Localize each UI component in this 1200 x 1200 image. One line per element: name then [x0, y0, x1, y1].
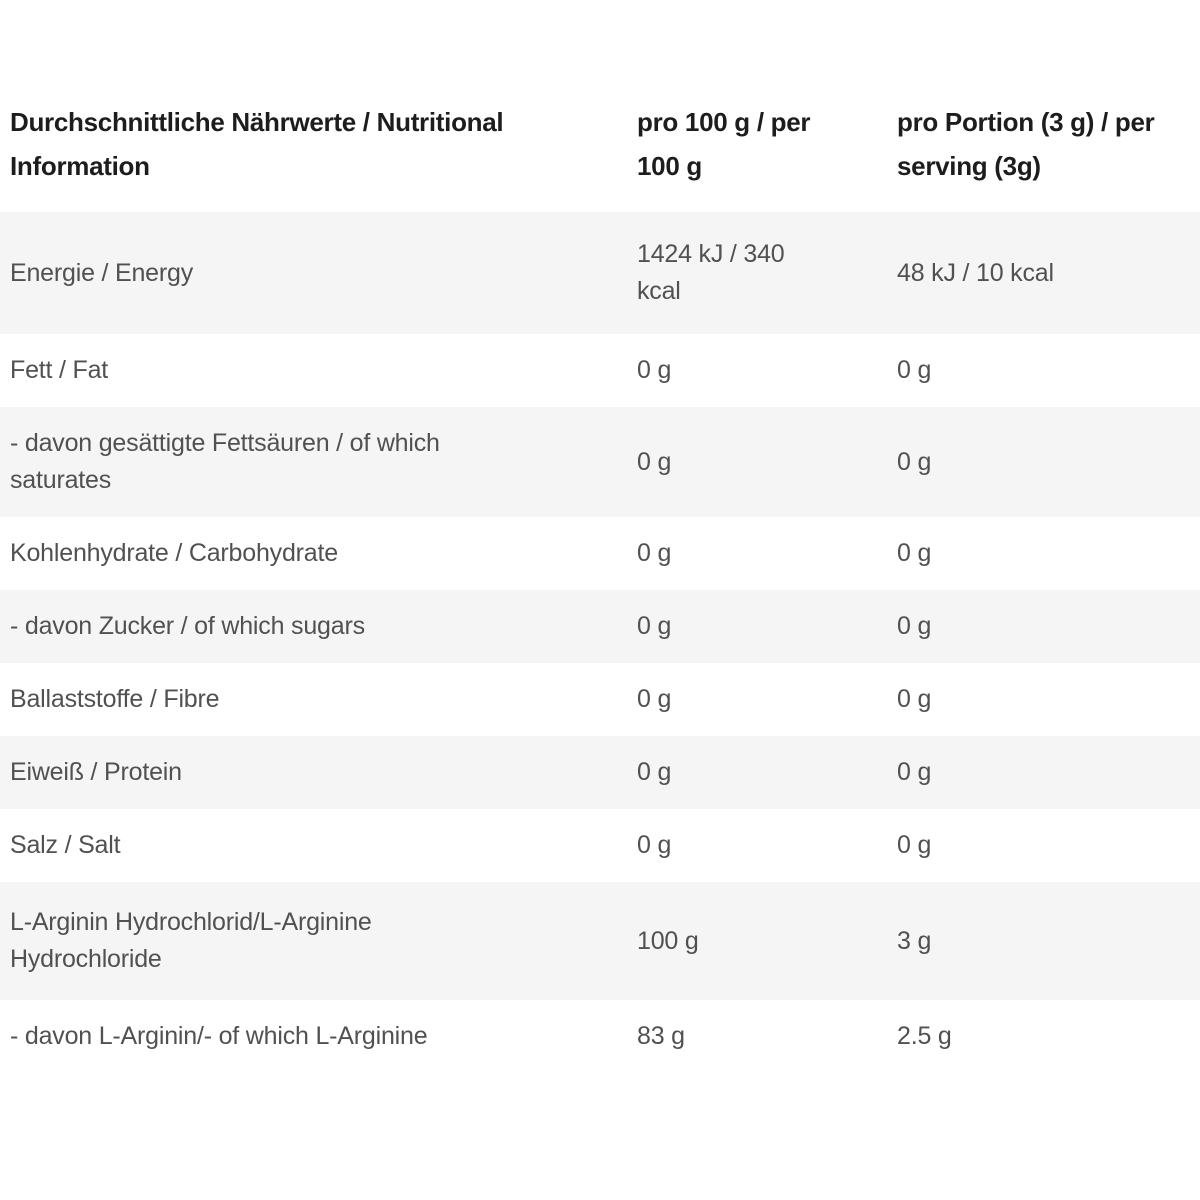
per-100g-value: 0 g	[637, 539, 672, 567]
nutrient-label: - davon L-Arginin/- of which L-Arginine	[10, 1022, 428, 1050]
table-row-fibre: Ballaststoffe / Fibre 0 g 0 g	[0, 663, 1200, 736]
nutrient-label: - davon gesättigte Fettsäuren / of which…	[10, 429, 440, 494]
nutrient-label: Fett / Fat	[10, 356, 109, 384]
header-per-100g-column: pro 100 g / per 100 g	[637, 107, 811, 181]
nutrient-label: Eiweiß / Protein	[10, 758, 182, 786]
header-per-serving-column: pro Portion (3 g) / per serving (3g)	[897, 107, 1155, 181]
table-row-arginine-hydrochloride: L-Arginin Hydrochlorid/L-Arginine Hydroc…	[0, 882, 1200, 1000]
per-100g-value: 0 g	[637, 447, 672, 476]
nutrient-label: Kohlenhydrate / Carbohydrate	[10, 539, 338, 567]
per-100g-value: 0 g	[637, 356, 672, 384]
nutrient-label: - davon Zucker / of which sugars	[10, 612, 365, 640]
table-row-salt: Salz / Salt 0 g 0 g	[0, 809, 1200, 882]
table-row-sugars: - davon Zucker / of which sugars 0 g 0 g	[0, 590, 1200, 663]
per-serving-value: 3 g	[897, 926, 932, 955]
per-serving-value: 0 g	[897, 447, 932, 476]
per-serving-value: 2.5 g	[897, 1022, 952, 1050]
header-nutrient-column: Durchschnittliche Nährwerte / Nutritiona…	[10, 107, 504, 181]
per-serving-value: 0 g	[897, 831, 932, 859]
table-header-row: Durchschnittliche Nährwerte / Nutritiona…	[0, 88, 1200, 212]
per-serving-value: 0 g	[897, 356, 932, 384]
nutrition-table: Durchschnittliche Nährwerte / Nutritiona…	[0, 88, 1200, 1073]
per-serving-value: 0 g	[897, 612, 932, 640]
table-row-arginine: - davon L-Arginin/- of which L-Arginine …	[0, 1000, 1200, 1073]
per-serving-value: 48 kJ / 10 kcal	[897, 258, 1054, 287]
per-serving-value: 0 g	[897, 758, 932, 786]
per-serving-value: 0 g	[897, 539, 932, 567]
per-100g-value: 100 g	[637, 926, 699, 955]
per-100g-value: 0 g	[637, 685, 672, 713]
table-row-fat: Fett / Fat 0 g 0 g	[0, 334, 1200, 407]
nutrient-label: Energie / Energy	[10, 258, 194, 287]
per-100g-value: 1424 kJ / 340 kcal	[637, 240, 785, 305]
table-row-carbohydrate: Kohlenhydrate / Carbohydrate 0 g 0 g	[0, 517, 1200, 590]
nutrient-label: Salz / Salt	[10, 831, 121, 859]
table-row-saturates: - davon gesättigte Fettsäuren / of which…	[0, 407, 1200, 517]
nutrient-label: Ballaststoffe / Fibre	[10, 685, 220, 713]
per-100g-value: 0 g	[637, 758, 672, 786]
per-serving-value: 0 g	[897, 685, 932, 713]
per-100g-value: 0 g	[637, 612, 672, 640]
table-row-energy: Energie / Energy 1424 kJ / 340 kcal 48 k…	[0, 212, 1200, 334]
per-100g-value: 0 g	[637, 831, 672, 859]
per-100g-value: 83 g	[637, 1022, 685, 1050]
nutrient-label: L-Arginin Hydrochlorid/L-Arginine Hydroc…	[10, 908, 372, 973]
table-row-protein: Eiweiß / Protein 0 g 0 g	[0, 736, 1200, 809]
